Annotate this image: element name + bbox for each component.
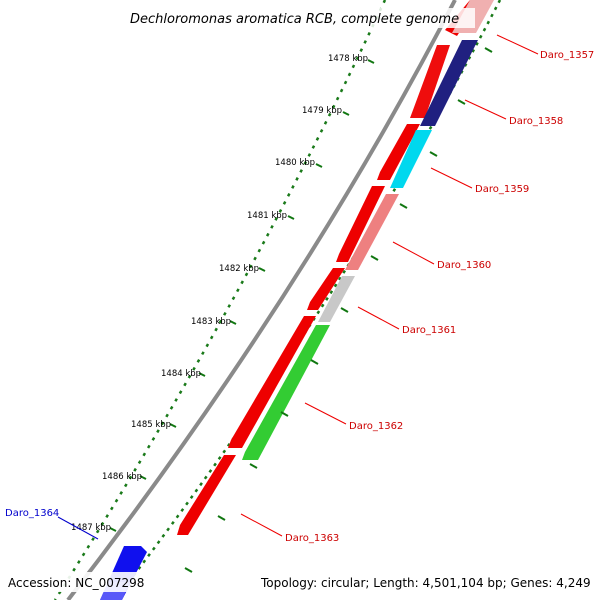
tick-1484 xyxy=(198,372,206,377)
gene-label-daro-1360[interactable]: Daro_1360 xyxy=(437,260,491,271)
leader-daro-1363 xyxy=(240,513,283,537)
tick-1481 xyxy=(287,215,295,220)
tick-label-1479: 1479 kbp xyxy=(302,106,342,116)
gene-label-daro-1362[interactable]: Daro_1362 xyxy=(349,421,403,432)
topology-text: Topology: circular; Length: 4,501,104 bp… xyxy=(260,576,591,590)
gene-label-daro-1358[interactable]: Daro_1358 xyxy=(509,116,563,127)
gene-daro-1361-block[interactable] xyxy=(307,268,345,310)
inner-tick-3 xyxy=(429,151,438,157)
forward-gene-track xyxy=(177,0,480,535)
gene-label-daro-1363[interactable]: Daro_1363 xyxy=(285,533,339,544)
gene-daro-1359-block[interactable] xyxy=(377,124,420,180)
accession-backdrop xyxy=(4,572,150,592)
tick-label-1480: 1480 kbp xyxy=(275,158,315,168)
gene-daro-1358-block[interactable] xyxy=(410,45,450,118)
inner-tick-10 xyxy=(217,515,226,521)
tick-label-1478: 1478 kbp xyxy=(328,54,368,64)
leader-daro-1359 xyxy=(430,167,473,189)
inner-tick-8 xyxy=(280,411,289,417)
tick-label-1481: 1481 kbp xyxy=(247,211,287,221)
tick-1480 xyxy=(315,163,323,168)
cog-track xyxy=(242,0,494,460)
tick-label-1487: 1487 kbp xyxy=(71,523,111,533)
gene-leader-lines xyxy=(240,34,539,537)
leader-daro-1360 xyxy=(392,241,435,265)
leader-daro-1358 xyxy=(464,99,507,120)
gene-label-daro-1359[interactable]: Daro_1359 xyxy=(475,184,529,195)
inner-tick-9 xyxy=(249,463,258,469)
gene-labels: Daro_1357 Daro_1358 Daro_1359 Daro_1360 … xyxy=(5,50,594,544)
inner-tick-2 xyxy=(457,99,466,105)
gene-daro-1362-block[interactable] xyxy=(228,316,316,448)
gene-label-daro-1361[interactable]: Daro_1361 xyxy=(402,325,456,336)
tick-marks xyxy=(109,47,493,573)
title-backdrop xyxy=(125,8,475,28)
tick-label-1484: 1484 kbp xyxy=(161,369,201,379)
inner-tick-5 xyxy=(370,255,379,261)
inner-tick-7 xyxy=(310,359,319,365)
leader-daro-1364 xyxy=(57,516,99,540)
gene-daro-1360-block[interactable] xyxy=(336,186,385,262)
inner-tick-4 xyxy=(399,203,408,209)
tick-1486 xyxy=(139,475,147,480)
leader-daro-1361 xyxy=(357,306,400,330)
inner-tick-1 xyxy=(484,47,493,53)
cog-block-5 xyxy=(318,276,355,322)
tick-1478 xyxy=(367,59,375,64)
tick-1482 xyxy=(258,267,266,272)
tick-1479 xyxy=(342,111,350,116)
tick-label-1486: 1486 kbp xyxy=(102,472,142,482)
tick-1487 xyxy=(109,527,117,532)
tick-1485 xyxy=(169,423,177,428)
accession-text: Accession: NC_007298 xyxy=(8,576,144,590)
gene-daro-1363-block[interactable] xyxy=(177,455,236,535)
cog-block-3 xyxy=(390,130,432,188)
inner-tick-6 xyxy=(340,307,349,313)
tick-labels: 1478 kbp 1479 kbp 1480 kbp 1481 kbp 1482… xyxy=(71,54,368,533)
map-title: Dechloromonas aromatica RCB, complete ge… xyxy=(130,12,459,27)
leader-daro-1357 xyxy=(496,34,539,55)
tick-label-1482: 1482 kbp xyxy=(219,264,259,274)
leader-daro-1362 xyxy=(304,402,347,425)
backbone-arc xyxy=(66,0,457,600)
cog-block-4 xyxy=(345,194,399,270)
inner-tick-11 xyxy=(184,567,193,573)
cog-block-6 xyxy=(242,325,330,460)
tick-1483 xyxy=(229,320,237,325)
topology-backdrop xyxy=(257,572,595,592)
tick-label-1485: 1485 kbp xyxy=(131,420,171,430)
tick-label-1483: 1483 kbp xyxy=(191,317,231,327)
gene-label-daro-1364[interactable]: Daro_1364 xyxy=(5,508,59,519)
cog-block-2 xyxy=(420,40,478,126)
gene-label-daro-1357[interactable]: Daro_1357 xyxy=(540,50,594,61)
